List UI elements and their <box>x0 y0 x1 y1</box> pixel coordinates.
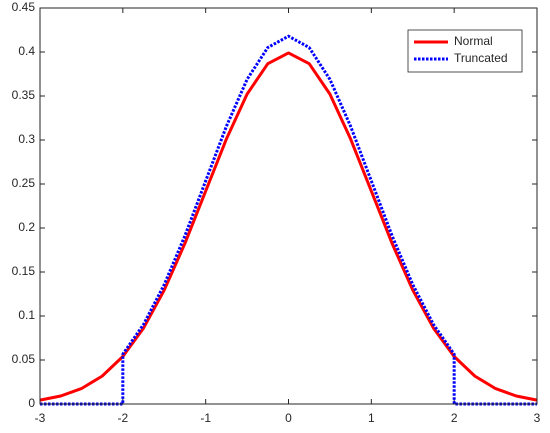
y-tick-label: 0.05 <box>12 352 36 366</box>
x-tick-label: 1 <box>368 411 375 425</box>
x-tick-label: 2 <box>451 411 458 425</box>
y-tick-label: 0.25 <box>12 176 36 190</box>
legend-label: Normal <box>454 34 493 48</box>
y-tick-label: 0.1 <box>18 308 35 322</box>
x-tick-label: 0 <box>285 411 292 425</box>
x-tick-label: -1 <box>200 411 211 425</box>
x-tick-label: -3 <box>35 411 46 425</box>
legend: Normal Truncated <box>407 29 523 73</box>
y-tick-label: 0.35 <box>12 88 36 102</box>
legend-label: Truncated <box>454 51 508 65</box>
x-tick-label: 3 <box>534 411 541 425</box>
y-tick-label: 0 <box>28 396 35 410</box>
y-tick-label: 0.3 <box>18 132 35 146</box>
axes-box <box>39 7 538 405</box>
y-tick-label: 0.2 <box>18 220 35 234</box>
y-tick-label: 0.15 <box>12 264 36 278</box>
series-line <box>40 34 537 406</box>
y-tick-label: 0.4 <box>18 44 35 58</box>
y-tick-label: 0.45 <box>12 0 36 14</box>
x-tick-label: -2 <box>117 411 128 425</box>
legend-box <box>407 29 523 73</box>
